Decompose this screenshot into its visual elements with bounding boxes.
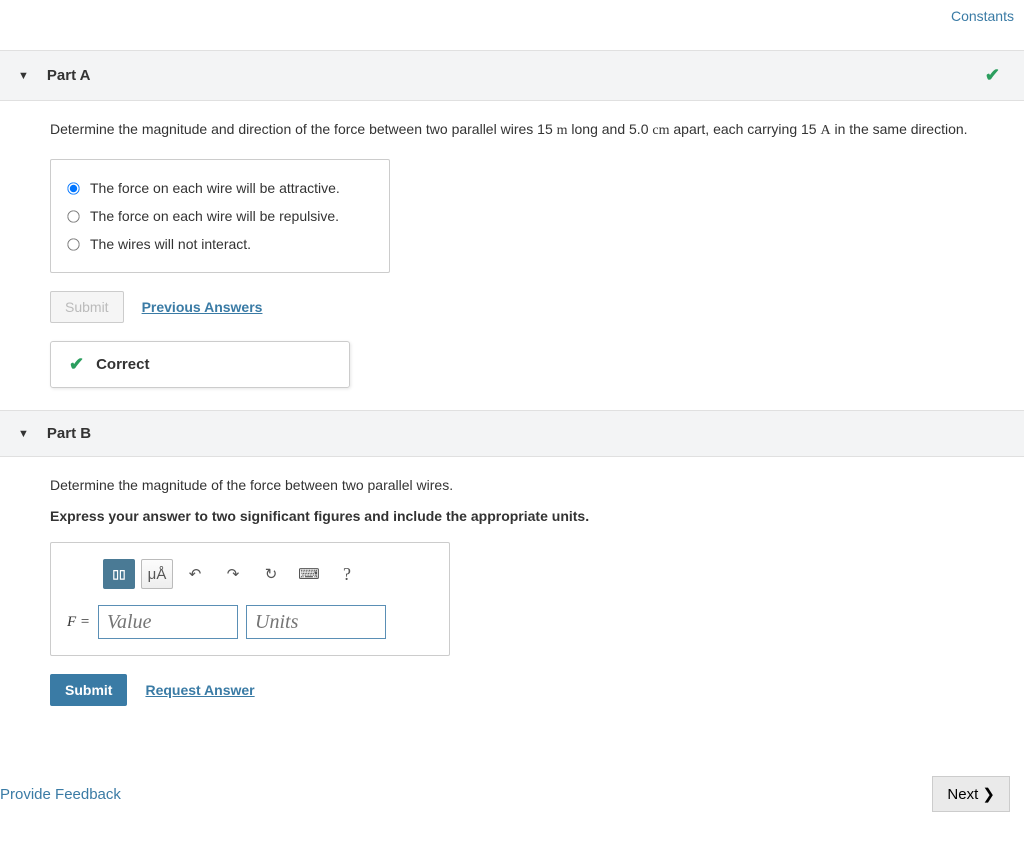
- next-button[interactable]: Next ❯: [932, 776, 1010, 812]
- help-icon[interactable]: ?: [331, 559, 363, 589]
- keyboard-icon[interactable]: ⌨: [293, 559, 325, 589]
- option-row[interactable]: The force on each wire will be attractiv…: [67, 174, 373, 202]
- feedback-text: Correct: [96, 356, 149, 373]
- option-row[interactable]: The wires will not interact.: [67, 230, 373, 258]
- check-icon: ✔: [69, 354, 84, 375]
- undo-icon[interactable]: ↶: [179, 559, 211, 589]
- part-a-body: Determine the magnitude and direction of…: [0, 101, 1024, 388]
- answer-box: ▯▯ μÅ ↶ ↷ ↻ ⌨ ? F =: [50, 542, 450, 656]
- part-b-title: Part B: [47, 425, 1006, 442]
- part-b-question: Determine the magnitude of the force bet…: [50, 475, 1024, 496]
- part-b-body: Determine the magnitude of the force bet…: [0, 457, 1024, 706]
- units-icon[interactable]: μÅ: [141, 559, 173, 589]
- option-label: The force on each wire will be attractiv…: [90, 180, 340, 196]
- submit-button-disabled: Submit: [50, 291, 124, 323]
- part-a-title: Part A: [47, 67, 985, 84]
- option-row[interactable]: The force on each wire will be repulsive…: [67, 202, 373, 230]
- part-a-question: Determine the magnitude and direction of…: [50, 119, 1024, 141]
- part-b-instruction: Express your answer to two significant f…: [50, 508, 1024, 524]
- value-input[interactable]: [98, 605, 238, 639]
- submit-button[interactable]: Submit: [50, 674, 127, 706]
- caret-down-icon: ▼: [18, 70, 29, 82]
- check-icon: ✔: [985, 65, 1006, 86]
- radio-repulsive[interactable]: [67, 210, 79, 222]
- q-text: apart, each carrying 15: [669, 121, 820, 137]
- part-b-header[interactable]: ▼ Part B: [0, 410, 1024, 457]
- constants-link[interactable]: Constants: [951, 8, 1014, 24]
- q-text: Determine the magnitude and direction of…: [50, 121, 557, 137]
- unit-a: A: [820, 123, 830, 138]
- options-box: The force on each wire will be attractiv…: [50, 159, 390, 273]
- option-label: The force on each wire will be repulsive…: [90, 208, 339, 224]
- request-answer-link[interactable]: Request Answer: [145, 682, 254, 698]
- reset-icon[interactable]: ↻: [255, 559, 287, 589]
- toolbar: ▯▯ μÅ ↶ ↷ ↻ ⌨ ?: [103, 559, 433, 589]
- redo-icon[interactable]: ↷: [217, 559, 249, 589]
- caret-down-icon: ▼: [18, 428, 29, 440]
- unit-cm: cm: [652, 123, 669, 138]
- provide-feedback-link[interactable]: Provide Feedback: [0, 786, 121, 803]
- previous-answers-link[interactable]: Previous Answers: [142, 299, 263, 315]
- template-icon[interactable]: ▯▯: [103, 559, 135, 589]
- unit-m: m: [557, 123, 568, 138]
- option-label: The wires will not interact.: [90, 236, 251, 252]
- q-text: in the same direction.: [831, 121, 968, 137]
- units-input[interactable]: [246, 605, 386, 639]
- feedback-correct: ✔ Correct: [50, 341, 350, 388]
- force-label: F =: [67, 614, 90, 631]
- q-text: long and 5.0: [568, 121, 653, 137]
- radio-no-interact[interactable]: [67, 238, 79, 250]
- radio-attractive[interactable]: [67, 182, 79, 194]
- part-a-header[interactable]: ▼ Part A ✔: [0, 50, 1024, 101]
